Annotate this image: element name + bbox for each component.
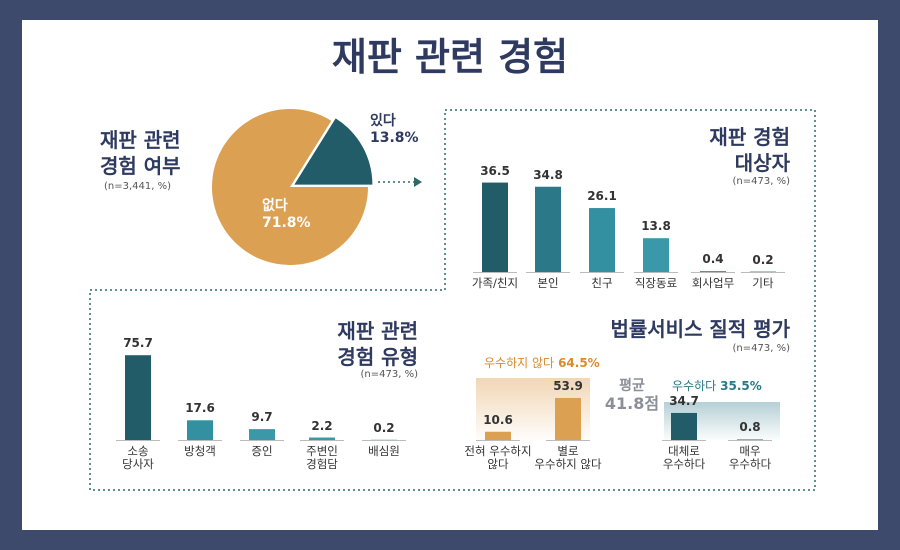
bar: [589, 208, 615, 272]
page-title: 재판 관련 경험: [331, 35, 569, 79]
value-label: 9.7: [251, 410, 273, 425]
slice-label: 없다: [262, 198, 288, 214]
chart-subtitle: (n=473, %): [360, 369, 418, 380]
arrow-head: [414, 177, 422, 187]
category-label: 배심원: [368, 444, 400, 458]
group-value: 64.5%: [558, 356, 600, 370]
group-name: 우수하다: [672, 379, 717, 393]
category-label: 매우 우수하다: [728, 444, 772, 472]
category-label: 별로 우수하지 않다: [534, 444, 602, 472]
bar: [485, 431, 511, 440]
category-label: 주변인 경험담: [306, 444, 338, 472]
chart-title: 재판 관련 경험 여부: [100, 128, 181, 178]
category-label: 기타: [752, 276, 774, 290]
category-label: 직장동료: [634, 276, 678, 290]
category-label: 방청객: [184, 444, 216, 458]
category-label: 전혀 우수하지 않다: [464, 444, 532, 472]
value-label: 10.6: [483, 412, 513, 427]
bar: [125, 355, 151, 440]
chart-subtitle: (n=3,441, %): [104, 181, 172, 192]
value-label: 0.8: [739, 420, 761, 435]
value-label: 13.8: [641, 219, 671, 234]
bar: [671, 412, 697, 440]
slice-label: 있다: [370, 113, 396, 129]
bar: [309, 437, 335, 440]
bar: [535, 186, 561, 272]
average-label: 평균: [619, 378, 645, 394]
chart-title: 법률서비스 질적 평가: [610, 317, 790, 341]
group-name: 우수하지 않다: [484, 356, 555, 370]
value-label: 0.2: [373, 420, 395, 435]
value-label: 53.9: [553, 378, 583, 393]
bar: [482, 182, 508, 272]
bar: [700, 271, 726, 272]
group-label: 우수하지 않다 64.5%: [484, 356, 600, 371]
chart-title: 재판 경험 대상자: [709, 125, 790, 175]
chart-title: 재판 관련 경험 유형: [337, 319, 418, 369]
value-label: 0.2: [752, 252, 774, 267]
bar: [187, 420, 213, 440]
bar: [643, 238, 669, 272]
value-label: 0.4: [702, 252, 724, 267]
slice-value: 71.8%: [262, 215, 311, 231]
value-label: 2.2: [311, 418, 333, 433]
slice-value: 13.8%: [370, 130, 419, 146]
category-label: 증인: [251, 444, 273, 458]
bar: [249, 429, 275, 440]
pie-slice: [212, 109, 368, 266]
category-label: 친구: [591, 276, 613, 290]
average-value: 41.8점: [604, 394, 660, 413]
value-label: 17.6: [185, 401, 215, 416]
bar: [555, 397, 581, 440]
value-label: 36.5: [480, 163, 510, 178]
value-label: 75.7: [123, 336, 153, 351]
category-label: 가족/친지: [471, 276, 519, 290]
dotted-frame: [89, 109, 816, 491]
chart-subtitle: (n=473, %): [732, 176, 790, 187]
category-label: 회사업무: [691, 276, 735, 290]
value-label: 26.1: [587, 189, 617, 204]
category-label: 대체로 우수하다: [662, 444, 706, 472]
group-value: 35.5%: [720, 379, 762, 393]
chart-subtitle: (n=473, %): [732, 343, 790, 354]
value-label: 34.7: [669, 393, 699, 408]
category-label: 본인: [537, 276, 559, 290]
pie-slice: [294, 118, 373, 185]
group-label: 우수하다 35.5%: [672, 379, 762, 394]
value-label: 34.8: [533, 167, 563, 182]
bar: [737, 439, 763, 440]
category-label: 소송 당사자: [122, 444, 154, 472]
card: [22, 20, 878, 530]
